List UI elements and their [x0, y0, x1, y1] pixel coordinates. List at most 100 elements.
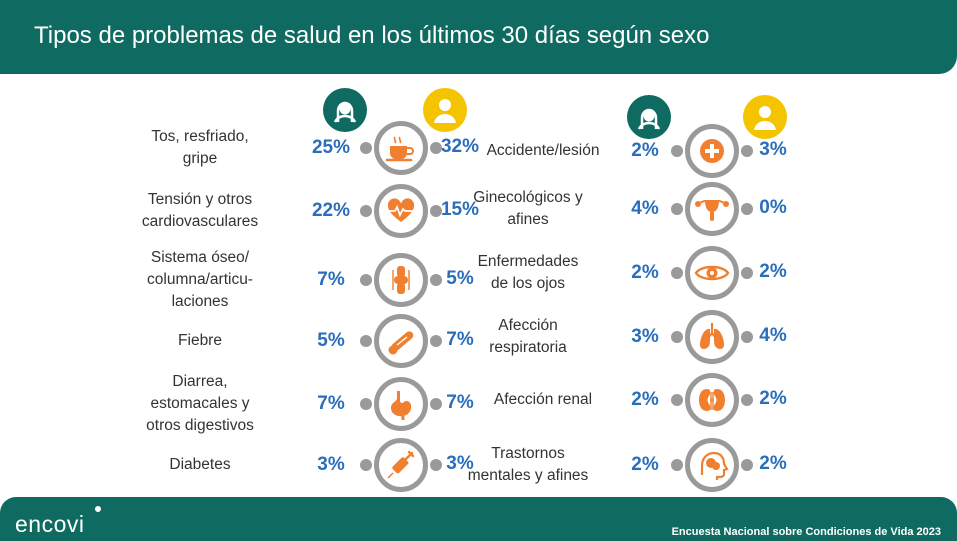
category-label-line: Accidente/lesión — [486, 142, 600, 159]
category-label: Fiebre — [115, 330, 285, 352]
ring-cap-left — [360, 398, 372, 410]
stomach-icon — [374, 377, 428, 431]
category-label: Accidente/lesión — [473, 140, 613, 162]
male-value: 3% — [759, 139, 787, 160]
ring-cap-right — [430, 335, 442, 347]
category-label-line: de los ojos — [490, 275, 566, 292]
brain-head-icon — [685, 438, 739, 492]
ring-cap-right — [741, 203, 753, 215]
category-label-line: laciones — [171, 293, 229, 310]
female-icon — [323, 88, 367, 132]
title-bar — [0, 0, 957, 74]
category-label: Enfermedades de los ojos — [443, 251, 613, 295]
female-value: 7% — [317, 269, 345, 290]
female-icon — [627, 95, 671, 139]
category-label: Afección respiratoria — [443, 315, 613, 359]
ring-cap-left — [360, 274, 372, 286]
category-label-line: Diabetes — [169, 456, 231, 473]
category-label-line: respiratoria — [489, 339, 567, 356]
ring-cap-left — [360, 459, 372, 471]
lungs-icon — [685, 310, 739, 364]
ring-cap-left — [360, 205, 372, 217]
ring-cap-right — [430, 142, 442, 154]
category-label-line: Tos, resfriado, — [151, 128, 249, 145]
coffee-cup-icon — [374, 121, 428, 175]
syringe-icon — [374, 438, 428, 492]
male-value: 15% — [440, 199, 480, 220]
female-value: 2% — [631, 454, 659, 475]
female-value: 25% — [311, 137, 351, 158]
thermometer-icon — [374, 314, 428, 368]
category-label-line: Ginecológicos y — [473, 189, 583, 206]
category-label-line: Enfermedades — [477, 253, 579, 270]
heart-icon — [374, 184, 428, 238]
ring-cap-left — [360, 335, 372, 347]
female-value: 7% — [317, 393, 345, 414]
female-value: 5% — [317, 330, 345, 351]
male-value: 5% — [446, 268, 474, 289]
category-label: Diarrea, estomacales y otros digestivos — [115, 371, 285, 437]
male-icon — [743, 95, 787, 139]
category-label: Trastornos mentales y afines — [443, 443, 613, 487]
male-icon — [423, 88, 467, 132]
category-label-line: Fiebre — [178, 332, 222, 349]
category-label-line: columna/articu- — [147, 271, 253, 288]
page-title: Tipos de problemas de salud en los últim… — [34, 22, 710, 49]
female-value: 3% — [631, 326, 659, 347]
category-label-line: cardiovasculares — [141, 213, 259, 230]
female-value: 2% — [631, 262, 659, 283]
bone-joint-icon — [374, 253, 428, 307]
logo-dot — [95, 506, 101, 512]
ring-cap-right — [741, 145, 753, 157]
ring-cap-left — [671, 203, 683, 215]
female-value: 3% — [317, 454, 345, 475]
male-value: 32% — [440, 136, 480, 157]
female-value: 4% — [631, 198, 659, 219]
female-value: 2% — [631, 389, 659, 410]
category-label-line: Tensión y otros — [147, 191, 253, 208]
category-label-line: Diarrea, — [172, 373, 228, 390]
female-value: 22% — [311, 200, 351, 221]
ring-cap-left — [671, 331, 683, 343]
male-value: 0% — [759, 197, 787, 218]
encovi-logo: encovi — [15, 511, 85, 537]
category-label-line: Trastornos — [491, 445, 565, 462]
category-label-line: gripe — [182, 150, 218, 167]
male-value: 2% — [759, 261, 787, 282]
male-value: 7% — [446, 392, 474, 413]
ring-cap-right — [430, 459, 442, 471]
male-value: 2% — [759, 388, 787, 409]
category-label: Afección renal — [473, 389, 613, 411]
male-value: 4% — [759, 325, 787, 346]
kidneys-icon — [685, 373, 739, 427]
source-note: Encuesta Nacional sobre Condiciones de V… — [671, 526, 941, 538]
footer-bar — [0, 497, 957, 541]
ring-cap-left — [671, 145, 683, 157]
category-label-line: otros digestivos — [146, 417, 254, 434]
category-label-line: Afección renal — [493, 391, 593, 408]
uterus-icon — [685, 182, 739, 236]
ring-cap-left — [671, 267, 683, 279]
male-value: 2% — [759, 453, 787, 474]
ring-cap-right — [741, 459, 753, 471]
ring-cap-right — [741, 267, 753, 279]
category-label-line: Sistema óseo/ — [150, 249, 250, 266]
category-label: Tensión y otros cardiovasculares — [115, 189, 285, 233]
female-value: 2% — [631, 140, 659, 161]
male-value: 3% — [446, 453, 474, 474]
ring-cap-left — [671, 459, 683, 471]
category-label-line: Afección — [498, 317, 558, 334]
category-label-line: afines — [507, 211, 549, 228]
ring-cap-right — [430, 274, 442, 286]
medical-cross-icon — [685, 124, 739, 178]
category-label: Tos, resfriado, gripe — [115, 126, 285, 170]
ring-cap-left — [360, 142, 372, 154]
category-label: Diabetes — [115, 454, 285, 476]
ring-cap-left — [671, 394, 683, 406]
category-label: Ginecológicos y afines — [443, 187, 613, 231]
eye-icon — [685, 246, 739, 300]
ring-cap-right — [430, 205, 442, 217]
category-label-line: estomacales y — [150, 395, 250, 412]
male-value: 7% — [446, 329, 474, 350]
category-label: Sistema óseo/columna/articu-laciones — [115, 247, 285, 313]
